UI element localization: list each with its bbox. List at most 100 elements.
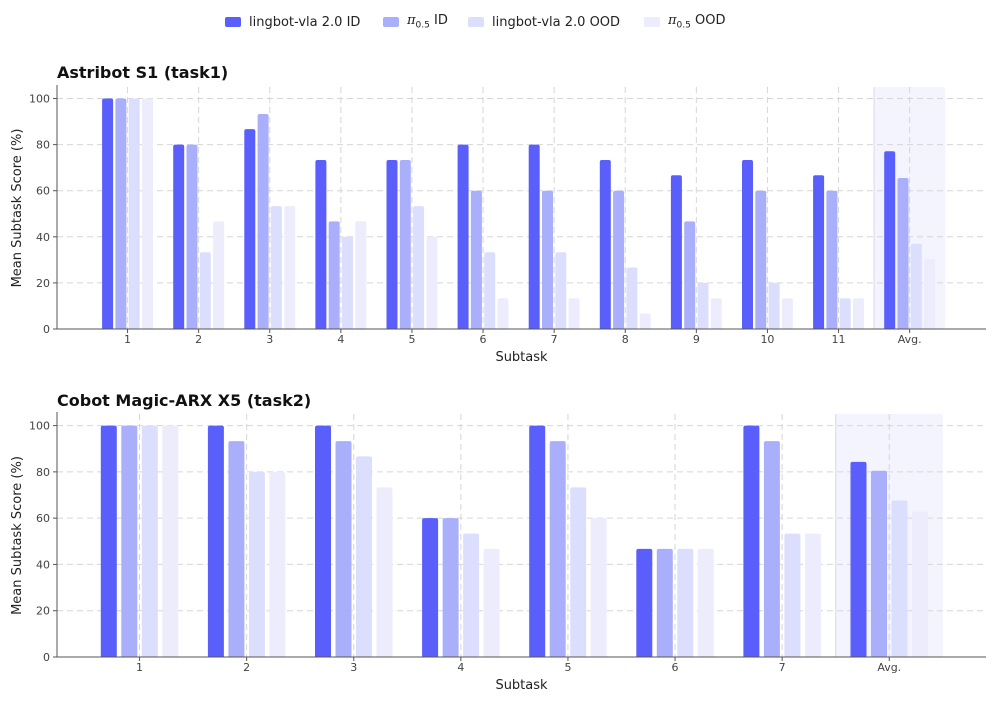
y-tick-label: 0 [43, 651, 50, 664]
bar-s2-11 [826, 190, 838, 329]
bar-s4-10 [781, 298, 793, 329]
bar-s2-8 [613, 190, 625, 329]
bar-s1-1 [100, 425, 117, 657]
bar-s2-Avg. [897, 178, 909, 329]
bar-s4-Avg. [924, 259, 936, 329]
x-tick-label: 5 [564, 661, 571, 674]
x-tick-label: 2 [243, 661, 250, 674]
bar-s2-4 [442, 518, 459, 657]
bar-s2-6 [470, 190, 482, 329]
x-tick-label: 7 [551, 333, 558, 346]
bar-s4-2 [213, 221, 225, 329]
x-tick-label: 6 [480, 333, 487, 346]
legend-label-pi05-ood: π0.5 OOD [668, 13, 725, 31]
bar-s4-8 [639, 313, 651, 329]
bar-s1-6 [457, 144, 469, 329]
bar-s1-3 [315, 425, 331, 657]
legend-item-pi05-ood: π0.5 OOD [644, 13, 725, 31]
bar-s1-5 [529, 425, 546, 657]
x-tick-label: 7 [779, 661, 786, 674]
bar-s3-Avg. [910, 243, 922, 329]
x-tick-label: 1 [124, 333, 131, 346]
chart-2: 0 20 40 60 80 100 1 2 3 4 5 6 7 Avg. Cobot Magic-ARX X… [10, 391, 986, 693]
x-tick-label: Avg. [877, 661, 901, 674]
bar-s4-3 [376, 487, 393, 657]
y-tick-label: 60 [36, 512, 50, 525]
bar-s4-6 [497, 298, 509, 329]
legend-label-lingbot-ood: lingbot-vla 2.0 OOD [492, 14, 621, 30]
bar-s1-3 [244, 129, 256, 329]
bar-s2-7 [763, 441, 780, 657]
y-tick-label: 0 [43, 323, 50, 336]
bar-s4-7 [804, 533, 821, 657]
bar-s4-4 [355, 221, 367, 329]
legend-label-pi05-id: π0.5 ID [407, 13, 448, 31]
bar-s1-4 [315, 160, 327, 329]
bar-s3-4 [463, 533, 480, 657]
legend-swatch-pi05-id [383, 17, 399, 27]
y-tick-label: 40 [36, 558, 50, 571]
x-tick-label: 11 [832, 333, 846, 346]
bar-s3-3 [270, 206, 282, 329]
bar-s4-9 [710, 298, 722, 329]
y-tick-label: 100 [29, 93, 50, 106]
bar-s2-10 [755, 190, 767, 329]
legend-label-pi05-ood-text: π0.5 OOD [668, 13, 726, 31]
legend-item-pi05-id: π0.5 ID [383, 13, 448, 31]
bar-s4-4 [483, 548, 500, 657]
y-tick-label: 80 [36, 139, 50, 152]
legend-item-lingbot-id: lingbot-vla 2.0 ID [225, 13, 360, 31]
bar-s1-4 [422, 518, 439, 657]
chart-title: Astribot S1 (task1) [57, 63, 228, 82]
x-tick-label: 4 [457, 661, 464, 674]
legend-label-lingbot-id: lingbot-vla 2.0 ID [249, 14, 361, 30]
bar-s4-1 [142, 98, 153, 330]
bar-s3-3 [356, 456, 372, 657]
bar-s3-2 [248, 471, 265, 657]
bar-s3-4 [342, 236, 353, 329]
y-tick-label: 100 [29, 420, 50, 433]
x-axis-label: Subtask [495, 678, 548, 693]
bar-s2-2 [228, 441, 245, 657]
bar-s2-1 [115, 98, 127, 330]
bar-s1-10 [742, 160, 753, 329]
bar-s1-8 [599, 160, 611, 329]
bar-s3-1 [128, 98, 140, 330]
bar-s3-8 [626, 267, 638, 329]
y-axis-label: Mean Subtask Score (%) [10, 129, 25, 288]
bar-s4-5 [426, 236, 438, 329]
legend-item-lingbot-ood: lingbot-vla 2.0 OOD [468, 13, 620, 31]
bar-s3-9 [697, 282, 709, 329]
x-tick-label: 1 [136, 661, 143, 674]
bar-s3-10 [768, 282, 780, 329]
bar-s3-Avg. [891, 500, 908, 657]
bar-s2-2 [186, 144, 198, 329]
x-tick-label: 10 [760, 333, 774, 346]
bar-s2-4 [328, 221, 340, 329]
bar-s4-2 [269, 471, 286, 657]
bar-s3-5 [570, 487, 587, 657]
bar-s1-Avg. [884, 151, 896, 329]
bar-s4-3 [284, 206, 296, 329]
bar-s1-6 [636, 548, 653, 657]
x-tick-label: 6 [672, 661, 679, 674]
y-tick-label: 60 [36, 185, 50, 198]
bar-s1-2 [207, 425, 224, 657]
x-axis-label: Subtask [495, 350, 548, 365]
bar-s3-5 [413, 206, 425, 329]
bar-s4-7 [568, 298, 580, 329]
x-tick-label: Avg. [898, 333, 922, 346]
bar-s3-6 [677, 548, 694, 657]
x-tick-label: 3 [350, 661, 357, 674]
bar-s4-11 [853, 298, 864, 329]
bar-s1-7 [528, 144, 540, 329]
bar-s1-5 [386, 160, 398, 329]
y-axis-label: Mean Subtask Score (%) [10, 456, 25, 615]
bar-s3-7 [784, 533, 801, 657]
bar-s4-1 [162, 425, 179, 657]
bar-s2-6 [656, 548, 673, 657]
x-tick-label: 9 [693, 333, 700, 346]
bar-s1-7 [743, 425, 760, 657]
bar-s1-9 [670, 175, 682, 329]
